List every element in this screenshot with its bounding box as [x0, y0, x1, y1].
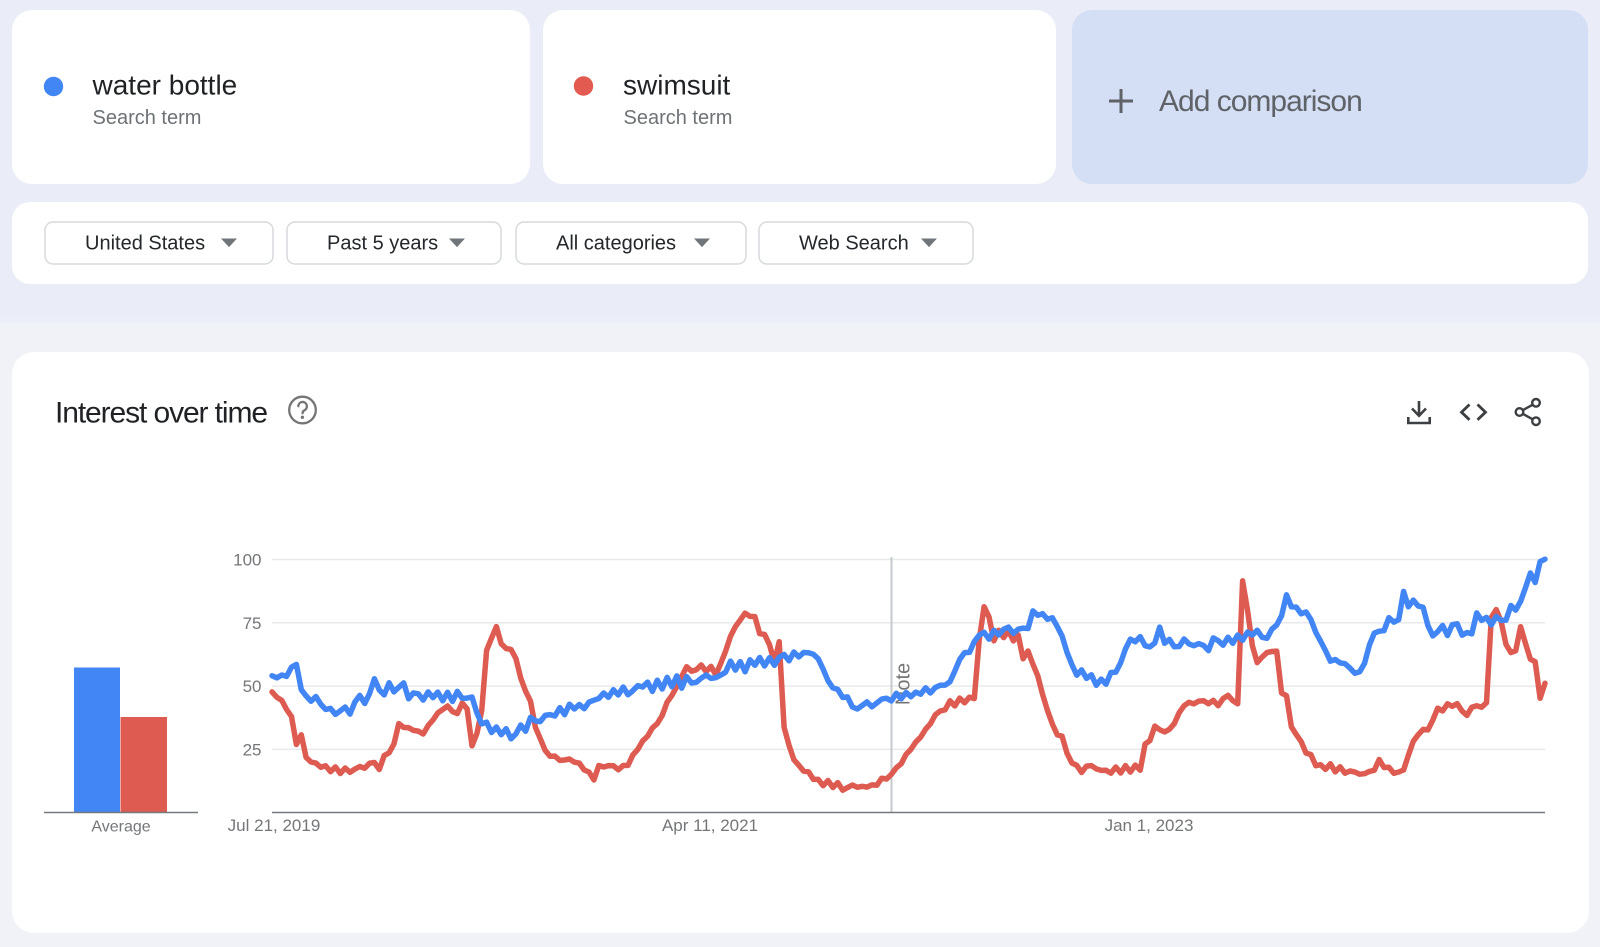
svg-text:Jan 1, 2023: Jan 1, 2023 — [1105, 816, 1194, 835]
svg-text:All categories: All categories — [556, 233, 676, 255]
svg-text:water bottle: water bottle — [92, 70, 238, 101]
svg-text:Jul 21, 2019: Jul 21, 2019 — [228, 816, 321, 835]
svg-text:Search term: Search term — [624, 107, 733, 129]
svg-text:75: 75 — [243, 614, 262, 633]
svg-text:Past 5 years: Past 5 years — [327, 233, 438, 255]
svg-text:Web Search: Web Search — [799, 233, 909, 255]
svg-text:United States: United States — [85, 233, 205, 255]
svg-text:Search term: Search term — [93, 107, 202, 129]
svg-text:Apr 11, 2021: Apr 11, 2021 — [662, 816, 758, 835]
svg-text:Average: Average — [91, 819, 150, 836]
svg-text:25: 25 — [243, 740, 262, 759]
svg-text:100: 100 — [233, 551, 261, 570]
svg-text:50: 50 — [243, 677, 262, 696]
svg-text:swimsuit: swimsuit — [623, 70, 731, 101]
svg-text:Interest over time: Interest over time — [55, 397, 267, 430]
svg-text:Add comparison: Add comparison — [1159, 85, 1362, 118]
